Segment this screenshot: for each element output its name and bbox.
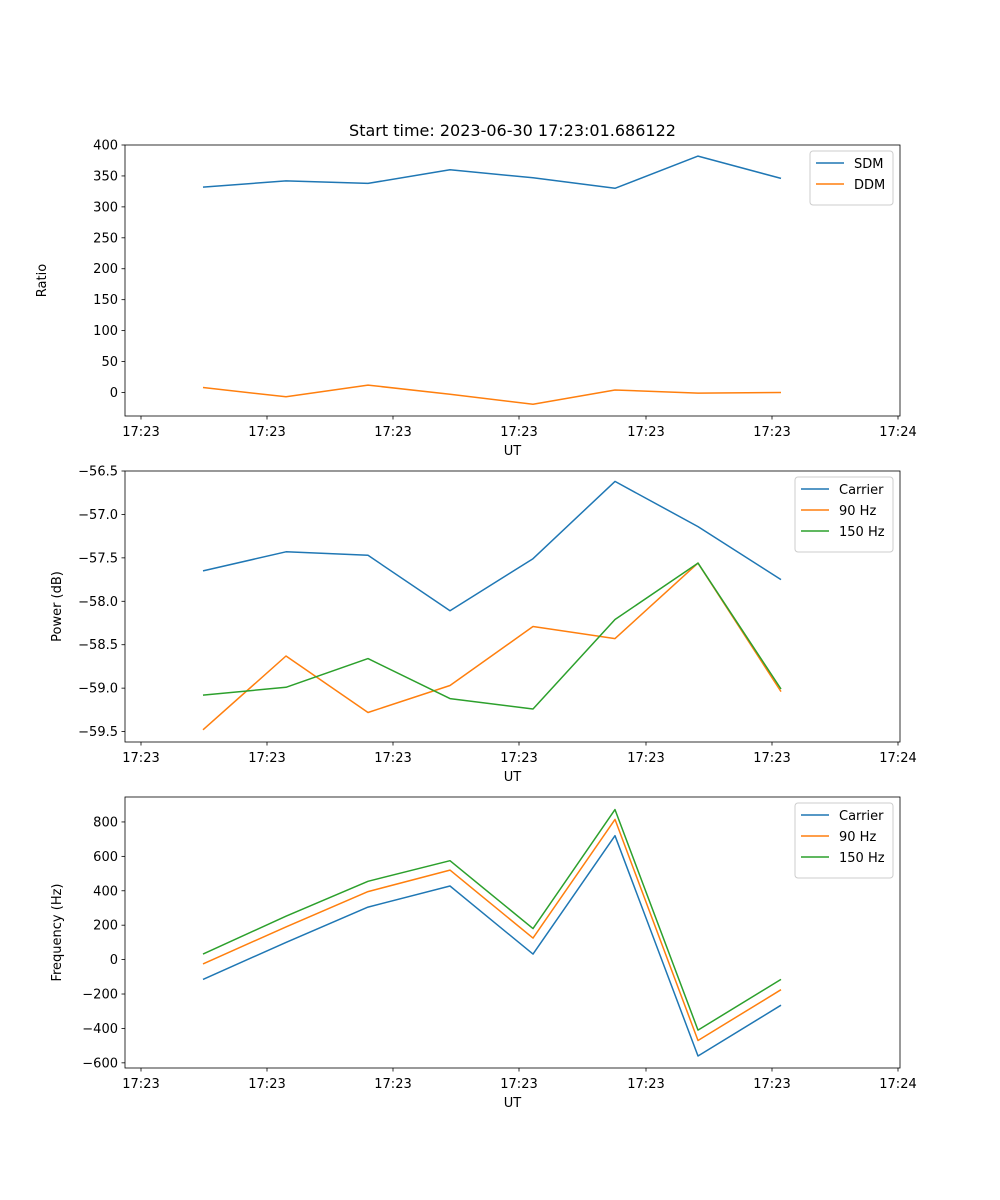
legend-label: 150 Hz: [839, 525, 885, 540]
legend-label: DDM: [854, 178, 885, 193]
legend-label: SDM: [854, 157, 883, 172]
x-tick-label: 17:23: [753, 751, 790, 766]
y-tick-label: −200: [82, 988, 118, 1003]
axes-frame: [124, 144, 901, 417]
series-line-90-hz: [202, 562, 782, 731]
y-tick-label: 150: [93, 293, 118, 308]
legend-box: [794, 476, 894, 553]
x-tick-label: 17:23: [627, 751, 664, 766]
x-tick-label: 17:23: [500, 425, 537, 440]
x-tick-label: 17:23: [122, 1077, 159, 1092]
chart-panel-1: 17:23 17:23 17:23 17:23 17:23 17:23 17:24 0 50 10…: [35, 139, 917, 460]
x-axis-label: UT: [504, 770, 522, 785]
x-tick-label: 17:24: [879, 751, 916, 766]
y-tick-label: 250: [93, 231, 118, 246]
y-tick-label: −59.5: [78, 725, 118, 740]
x-tick-label: 17:23: [374, 751, 411, 766]
x-tick-label: 17:23: [248, 425, 285, 440]
series-line-carrier: [202, 834, 782, 1057]
series-line-ddm: [202, 384, 782, 405]
y-tick-label: 400: [93, 139, 118, 154]
y-axis-label: Ratio: [35, 264, 50, 297]
series-line-150-hz: [202, 562, 782, 710]
x-tick-label: 17:23: [122, 425, 159, 440]
x-tick-label: 17:23: [753, 1077, 790, 1092]
x-tick-label: 17:23: [374, 425, 411, 440]
series-line-150-hz: [202, 808, 782, 1031]
legend-box: [794, 802, 894, 879]
x-tick-label: 17:24: [879, 1077, 916, 1092]
y-tick-label: 200: [93, 262, 118, 277]
chart-title: Start time: 2023-06-30 17:23:01.686122: [349, 121, 676, 140]
x-tick-label: 17:24: [879, 425, 916, 440]
y-tick-label: 350: [93, 169, 118, 184]
legend: Carrier 90 Hz 150 Hz: [794, 802, 894, 879]
y-tick-label: 600: [93, 850, 118, 865]
y-tick-label: 50: [101, 355, 118, 370]
y-tick-label: 0: [110, 386, 118, 401]
axes-frame: [124, 796, 901, 1069]
x-tick-label: 17:23: [627, 425, 664, 440]
y-tick-label: 800: [93, 815, 118, 830]
y-axis-label: Power (dB): [50, 571, 65, 642]
y-tick-label: −58.5: [78, 638, 118, 653]
legend: SDM DDM: [809, 150, 894, 206]
legend: Carrier 90 Hz 150 Hz: [794, 476, 894, 553]
x-axis-label: UT: [504, 444, 522, 459]
series-line-carrier: [202, 480, 782, 612]
legend-label: Carrier: [839, 483, 884, 498]
y-axis-label: Frequency (Hz): [50, 883, 65, 981]
x-axis-label: UT: [504, 1096, 522, 1111]
legend-label: 90 Hz: [839, 830, 876, 845]
chart-panel-2: 17:23 17:23 17:23 17:23 17:23 17:23 17:24 −59.5…: [50, 465, 917, 786]
x-tick-label: 17:23: [122, 751, 159, 766]
y-tick-label: −56.5: [78, 465, 118, 480]
x-tick-label: 17:23: [248, 751, 285, 766]
y-tick-label: −600: [82, 1056, 118, 1071]
x-tick-label: 17:23: [374, 1077, 411, 1092]
y-tick-label: 300: [93, 200, 118, 215]
y-tick-label: 0: [110, 953, 118, 968]
y-tick-label: −57.0: [78, 508, 118, 523]
series-line-sdm: [202, 155, 782, 190]
x-tick-label: 17:23: [248, 1077, 285, 1092]
axes-frame: [124, 470, 901, 743]
series-line-90-hz: [202, 818, 782, 1042]
legend-label: 90 Hz: [839, 504, 876, 519]
y-tick-label: 100: [93, 324, 118, 339]
y-tick-label: −400: [82, 1022, 118, 1037]
x-tick-label: 17:23: [500, 1077, 537, 1092]
y-tick-label: 200: [93, 919, 118, 934]
legend-label: Carrier: [839, 809, 884, 824]
y-tick-label: −59.0: [78, 682, 118, 697]
y-tick-label: −57.5: [78, 551, 118, 566]
x-tick-label: 17:23: [500, 751, 537, 766]
x-tick-label: 17:23: [753, 425, 790, 440]
x-tick-label: 17:23: [627, 1077, 664, 1092]
y-tick-label: −58.0: [78, 595, 118, 610]
y-tick-label: 400: [93, 884, 118, 899]
chart-panel-3: 17:23 17:23 17:23 17:23 17:23 17:23 17:24 −600 −…: [50, 796, 917, 1111]
legend-box: [809, 150, 894, 206]
legend-label: 150 Hz: [839, 851, 885, 866]
